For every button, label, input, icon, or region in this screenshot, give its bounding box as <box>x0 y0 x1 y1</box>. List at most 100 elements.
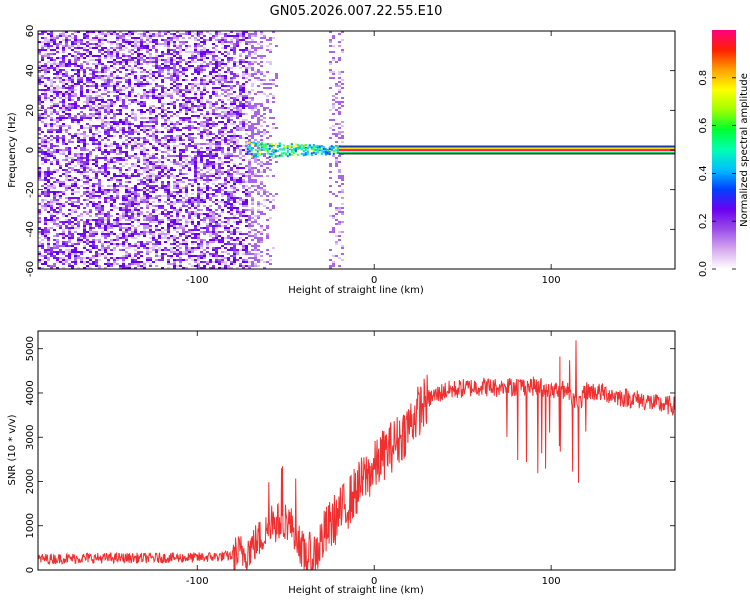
noise-cell <box>188 119 191 121</box>
noise-cell <box>113 151 116 153</box>
noise-cell <box>83 115 86 117</box>
noise-cell <box>194 99 197 101</box>
noise-cell <box>209 213 212 215</box>
noise-cell <box>101 125 104 127</box>
noise-cell <box>152 249 155 251</box>
noise-cell <box>194 49 197 51</box>
noise-cell <box>227 143 230 145</box>
noise-cell <box>131 45 134 47</box>
noise-cell <box>101 105 104 107</box>
noise-cell <box>251 97 254 99</box>
noise-cell <box>173 127 176 129</box>
noise-cell <box>104 151 107 153</box>
noise-cell <box>89 179 92 181</box>
noise-cell <box>62 241 65 243</box>
noise-cell <box>44 97 47 99</box>
noise-cell <box>47 189 50 191</box>
noise-cell <box>71 267 74 269</box>
noise-cell <box>245 55 248 57</box>
noise-cell <box>266 191 269 193</box>
noise-cell <box>245 69 248 71</box>
noise-cell <box>47 149 50 151</box>
noise-cell <box>95 209 98 211</box>
noise-cell <box>50 221 53 223</box>
noise-cell <box>95 125 98 127</box>
noise-cell <box>182 187 185 189</box>
noise-cell <box>143 35 146 37</box>
noise-cell <box>110 233 113 235</box>
noise-cell <box>224 123 227 125</box>
noise-cell <box>170 203 173 205</box>
noise-cell <box>158 95 161 97</box>
noise-cell <box>47 89 50 91</box>
noise-cell <box>125 97 128 99</box>
noise-cell <box>185 195 188 197</box>
noise-cell <box>194 33 197 35</box>
noise-cell <box>80 93 83 95</box>
noise-cell <box>122 173 125 175</box>
noise-cell <box>161 221 164 223</box>
noise-cell <box>176 121 179 123</box>
noise-cell <box>242 149 245 151</box>
noise-cell <box>233 35 236 37</box>
noise-cell <box>137 79 140 81</box>
noise-cell <box>98 147 101 149</box>
noise-cell <box>86 199 89 201</box>
noise-cell <box>47 123 50 125</box>
noise-cell <box>74 117 77 119</box>
noise-cell <box>197 123 200 125</box>
noise-cell <box>134 119 137 121</box>
noise-cell <box>146 109 149 111</box>
noise-cell <box>116 153 119 155</box>
noise-cell <box>47 77 50 79</box>
noise-cell <box>269 61 272 63</box>
noise-cell <box>74 37 77 39</box>
noise-cell <box>74 69 77 71</box>
noise-cell <box>203 93 206 95</box>
noise-cell <box>74 135 77 137</box>
noise-cell <box>116 259 119 261</box>
noise-cell <box>194 143 197 145</box>
noise-cell <box>83 73 86 75</box>
noise-cell <box>206 195 209 197</box>
noise-cell <box>110 199 113 201</box>
noise-cell <box>221 201 224 203</box>
noise-cell <box>77 251 80 253</box>
noise-cell <box>104 249 107 251</box>
noise-cell <box>161 81 164 83</box>
noise-cell <box>227 229 230 231</box>
noise-cell <box>248 209 251 211</box>
noise-cell <box>185 235 188 237</box>
noise-cell <box>104 225 107 227</box>
noise-cell <box>206 99 209 101</box>
noise-cell <box>77 207 80 209</box>
noise-cell <box>50 33 53 35</box>
noise-cell <box>119 129 122 131</box>
noise-cell <box>197 171 200 173</box>
noise-cell <box>152 105 155 107</box>
noise-cell <box>215 169 218 171</box>
noise-cell <box>227 107 230 109</box>
noise-cell <box>53 129 56 131</box>
noise-cell <box>137 127 140 129</box>
noise-cell <box>47 131 50 133</box>
noise-cell <box>47 169 50 171</box>
noise-cell <box>191 159 194 161</box>
noise-cell <box>143 147 146 149</box>
noise-cell <box>140 125 143 127</box>
noise-cell <box>149 95 152 97</box>
noise-cell <box>218 73 221 75</box>
noise-cell <box>122 119 125 121</box>
noise-cell <box>101 119 104 121</box>
noise-cell <box>215 67 218 69</box>
noise-cell <box>260 175 263 177</box>
noise-cell <box>158 255 161 257</box>
noise-cell <box>107 245 110 247</box>
noise-cell <box>107 263 110 265</box>
noise-cell <box>113 219 116 221</box>
noise-cell <box>149 127 152 129</box>
noise-cell <box>44 55 47 57</box>
noise-cell <box>236 227 239 229</box>
noise-cell <box>53 69 56 71</box>
